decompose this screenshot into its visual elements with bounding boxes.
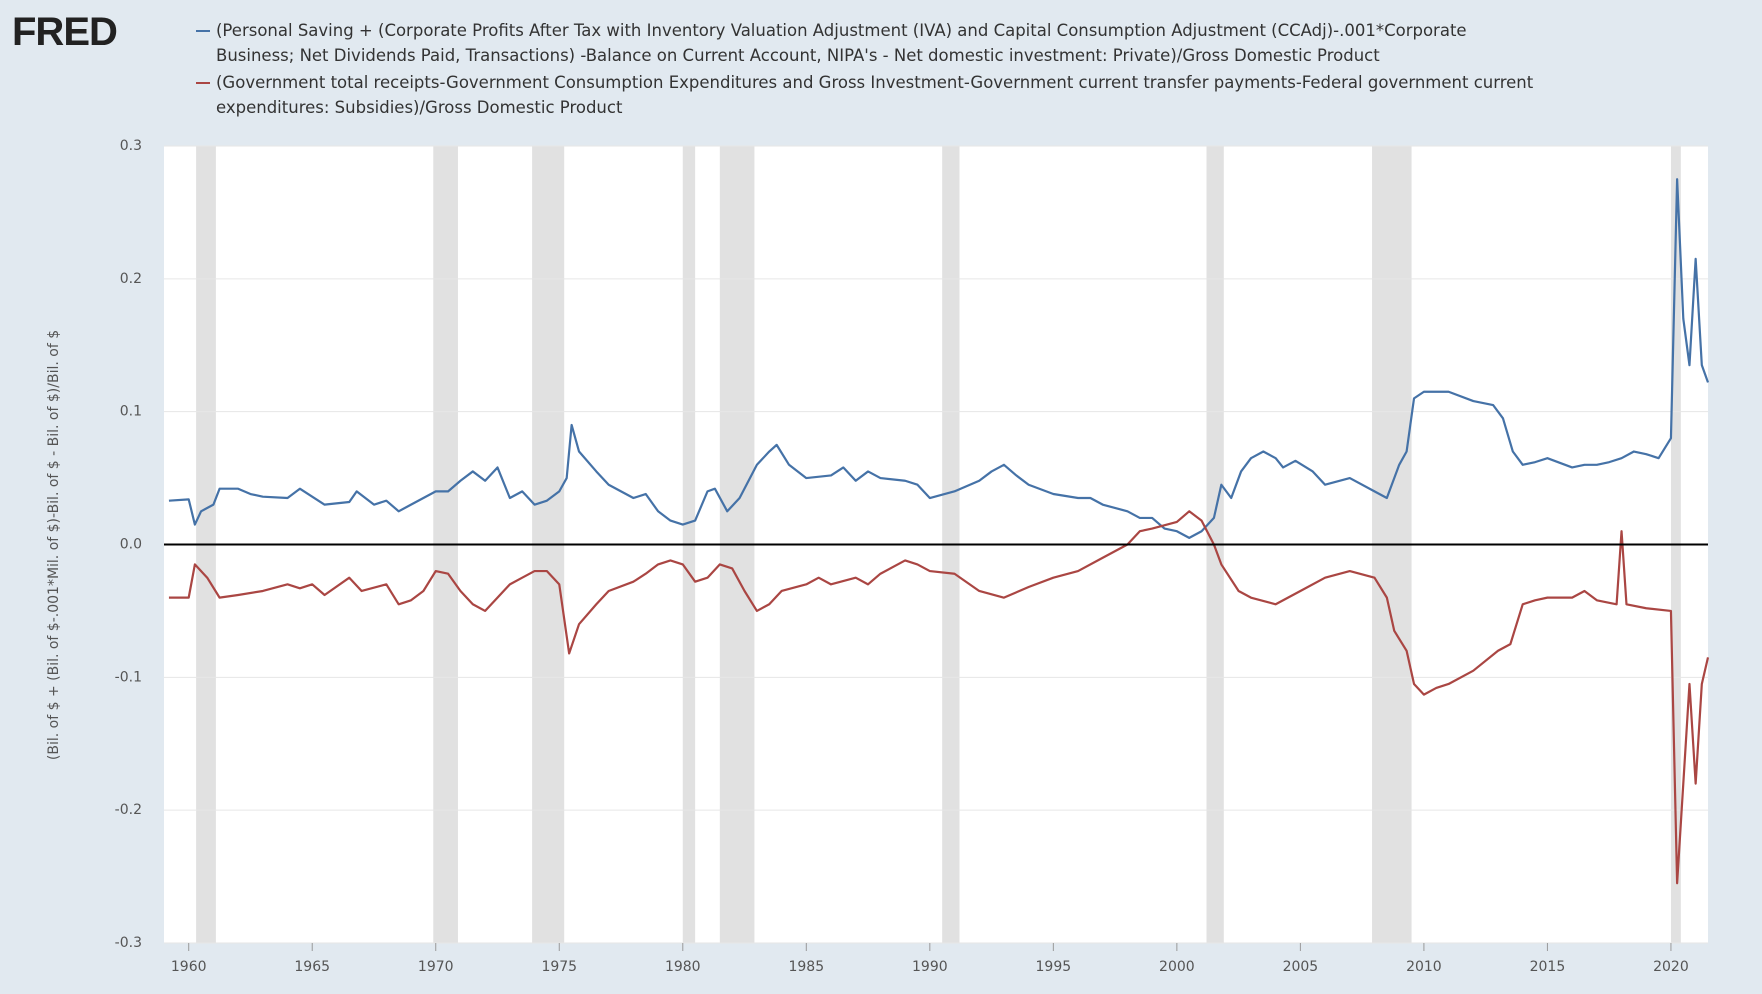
x-tick-label: 1975 (541, 959, 577, 975)
x-tick-label: 1985 (788, 959, 824, 975)
x-tick-label: 1960 (171, 959, 207, 975)
x-tick-label: 2005 (1283, 959, 1319, 975)
x-tick-label: 1980 (665, 959, 701, 975)
x-tick-label: 2000 (1159, 959, 1195, 975)
legend-entry[interactable]: (Personal Saving + (Corporate Profits Af… (196, 18, 1536, 68)
x-tick-label: 1995 (1036, 959, 1072, 975)
x-tick-label: 1990 (912, 959, 948, 975)
x-tick-label: 2010 (1406, 959, 1442, 975)
legend-label: (Government total receipts-Government Co… (216, 73, 1534, 117)
legend-label: (Personal Saving + (Corporate Profits Af… (216, 21, 1467, 65)
series-line (168, 510, 1710, 885)
logo: FRED (12, 10, 118, 54)
legend-entry[interactable]: (Government total receipts-Government Co… (196, 70, 1536, 120)
x-tick-label: 2015 (1530, 959, 1566, 975)
x-tick-label: 1965 (294, 959, 330, 975)
series-line (168, 178, 1710, 539)
y-tick-label: -0.2 (115, 802, 142, 818)
legend-swatch (196, 30, 210, 32)
y-tick-label: -0.1 (115, 669, 142, 685)
x-tick-label: 2020 (1653, 959, 1689, 975)
x-tick-label: 1970 (418, 959, 454, 975)
y-tick-label: -0.3 (115, 935, 142, 951)
y-axis-label: (Bil. of $ + (Bil. of $-.001*Mil. of $)-… (46, 330, 62, 760)
y-tick-label: 0.3 (120, 138, 142, 154)
y-tick-label: 0.2 (120, 271, 142, 287)
y-tick-label: 0.1 (120, 404, 142, 420)
y-tick-label: 0.0 (120, 537, 142, 553)
legend-swatch (196, 82, 210, 84)
